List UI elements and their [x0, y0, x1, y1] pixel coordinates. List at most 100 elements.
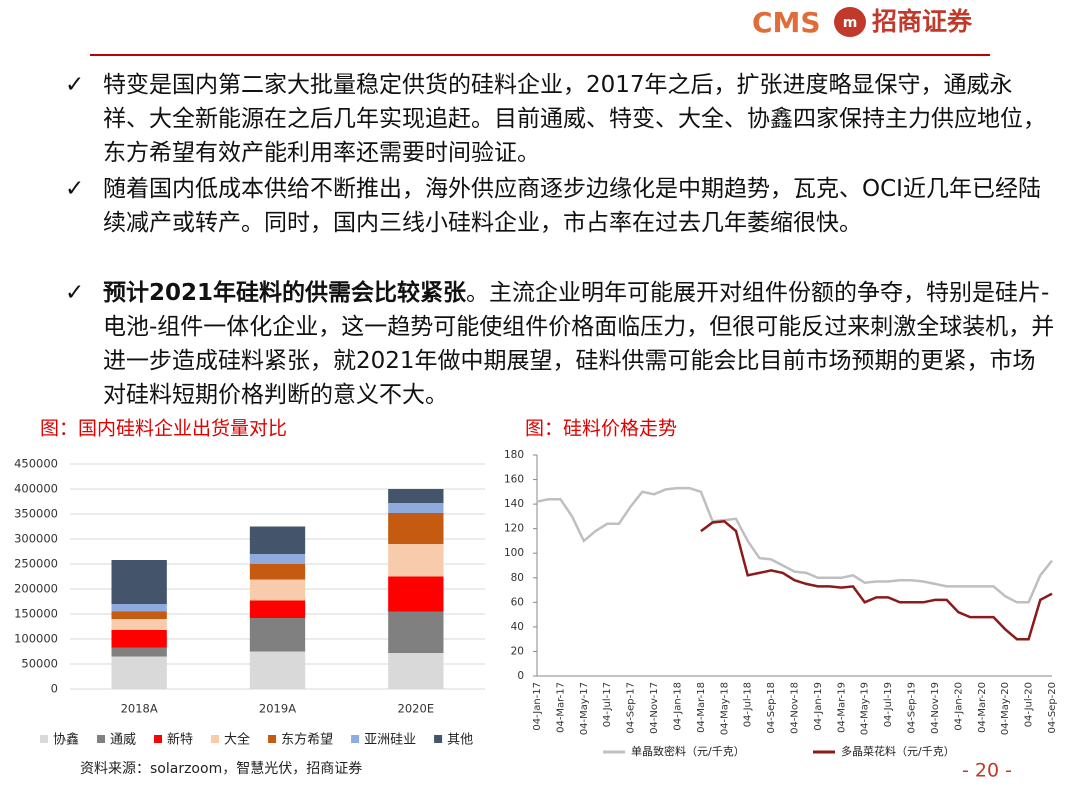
x-tick-label: 04-Jan-17: [532, 682, 543, 731]
bar: [388, 653, 444, 689]
y-tick-label: 300000: [14, 532, 58, 546]
legend-label: 协鑫: [53, 732, 79, 748]
source: 资料来源：solarzoom，智慧光伏，招商证券: [80, 761, 362, 777]
bullet-text: 特变是国内第二家大批量稳定供货的硅料企业，2017年之后，扩张进度略显保守，通威…: [103, 72, 1046, 166]
x-tick-label: 04-Nov-18: [790, 682, 801, 734]
bar: [249, 564, 306, 580]
bar: [111, 560, 167, 604]
x-tick-label: 04-Mar-17: [555, 682, 566, 733]
x-tick-label: 04-Jan-18: [672, 682, 683, 731]
x-tick-label: 04-Nov-19: [930, 682, 941, 734]
bar: [111, 656, 167, 689]
legend-swatch: [351, 735, 360, 743]
bullet: ✓ 预计2021年硅料的供需会比较紧张。主流企业明年可能展开对组件份额的争夺，特别…: [65, 280, 1055, 408]
x-tick-label: 04-Sep-17: [626, 682, 637, 734]
bar: [249, 526, 306, 554]
x-tick-label: 04-Sep-20: [1047, 682, 1058, 734]
y-tick-label: 100: [504, 547, 524, 559]
legend-swatch: [434, 735, 443, 743]
x-tick-label: 04-Jan-20: [953, 682, 964, 731]
page-number: - 20 -: [962, 760, 1012, 782]
legend-swatch: [268, 735, 277, 743]
x-tick-label: 04-Mar-19: [836, 682, 847, 733]
legend-label: 其他: [447, 733, 473, 748]
brand: CMS: [752, 6, 821, 39]
bar: [388, 489, 444, 503]
x-tick-label: 04-Jan-19: [813, 682, 824, 731]
legend-label: 东方希望: [281, 732, 333, 748]
bar: [111, 630, 167, 648]
legend-swatch: [211, 735, 220, 743]
bar: [388, 503, 444, 513]
x-tick-label: 04-May-18: [719, 682, 730, 735]
legend-label: 多晶菜花料（元/千克）: [841, 744, 955, 758]
y-tick-label: 120: [504, 523, 524, 535]
x-tick-label: 04-May-19: [860, 682, 871, 735]
chart-title: 图：硅料价格走势: [525, 418, 677, 440]
y-tick-label: 60: [511, 596, 524, 608]
bullet: ✓ 特变是国内第二家大批量稳定供货的硅料企业，2017年之后，扩张进度略显保守，通…: [65, 68, 1055, 170]
x-tick-label: 04-May-17: [579, 682, 590, 735]
legend-swatch: [154, 735, 163, 743]
x-tick-label: 04-Nov-17: [649, 682, 660, 734]
x-tick-label: 04-Jul-20: [1024, 682, 1035, 727]
bar: [249, 554, 306, 564]
legend-label: 亚洲硅业: [364, 733, 416, 748]
x-tick-label: 2018A: [121, 702, 158, 716]
brand-name: 招商证券: [872, 7, 973, 36]
y-tick-label: 150000: [14, 607, 58, 621]
y-tick-label: 450000: [14, 457, 58, 471]
y-tick-label: 50000: [21, 657, 58, 671]
bar: [388, 544, 444, 577]
y-tick-label: 200000: [14, 582, 58, 596]
line-series: [700, 520, 1053, 641]
bullet: ✓ 随着国内低成本供给不断推出，海外供应商逐步边缘化是中期趋势，瓦克、OCI近几年…: [65, 172, 1055, 240]
bar: [388, 576, 444, 612]
bar: [111, 604, 167, 612]
x-tick-label: 04-Jul-17: [602, 682, 613, 727]
legend-label: 大全: [224, 732, 250, 748]
chart-title: 图：国内硅料企业出货量对比: [40, 418, 287, 440]
logo-glyph: m: [843, 15, 858, 31]
line-series: [536, 486, 1053, 604]
x-tick-label: 04-Jul-19: [883, 682, 894, 727]
bullet-text: 随着国内低成本供给不断推出，海外供应商逐步边缘化是中期趋势，瓦克、OCI近几年已…: [103, 176, 1041, 236]
y-tick-label: 250000: [14, 557, 58, 571]
x-tick-label: 04-Sep-19: [907, 682, 918, 734]
y-tick-label: 180: [504, 449, 524, 461]
bar: [249, 651, 306, 689]
logo-icon: [834, 7, 866, 37]
x-tick-label: 04-Jul-18: [743, 682, 754, 727]
y-tick-label: 350000: [14, 507, 58, 521]
legend-label: 新特: [167, 732, 193, 748]
x-tick-label: 04-Mar-20: [977, 682, 988, 733]
legend-label: 通威: [110, 733, 136, 748]
x-tick-label: 04-Mar-18: [696, 682, 707, 733]
y-tick-label: 20: [511, 645, 524, 657]
bar: [388, 513, 444, 544]
bar: [388, 611, 444, 653]
legend-label: 单晶致密料（元/千克）: [631, 744, 745, 758]
chart-price: 图：硅料价格走势 0 20 40 60 80 100 120 140 160 180 04-Jan-…: [504, 418, 1058, 759]
y-tick-label: 0: [51, 682, 58, 696]
bullet-bold: 预计2021年硅料的供需会比较紧张: [103, 280, 467, 306]
bar: [249, 579, 306, 601]
y-tick-label: 80: [511, 572, 524, 584]
x-tick-label: 2019A: [259, 702, 296, 716]
x-tick-label: 2020E: [398, 702, 435, 716]
y-tick-label: 100000: [14, 632, 58, 646]
y-tick-label: 400000: [14, 482, 58, 496]
bar: [249, 618, 306, 652]
x-tick-label: 04-May-20: [1000, 682, 1011, 735]
y-tick-label: 40: [511, 621, 524, 633]
legend-swatch: [40, 735, 48, 743]
x-tick-label: 04-Sep-18: [766, 682, 777, 734]
legend-swatch: [97, 735, 106, 743]
bullet-text: 。主流企业明年可能展开对组件份额的争夺，特别是硅片-电池-组件一体化企业，这一趋…: [103, 280, 1055, 408]
y-tick-label: 160: [504, 474, 524, 486]
bar: [249, 600, 306, 618]
bar: [111, 619, 167, 630]
chart-shipments: 图：国内硅料企业出货量对比 0 50000 100000 150000 200000 25…: [14, 418, 485, 748]
